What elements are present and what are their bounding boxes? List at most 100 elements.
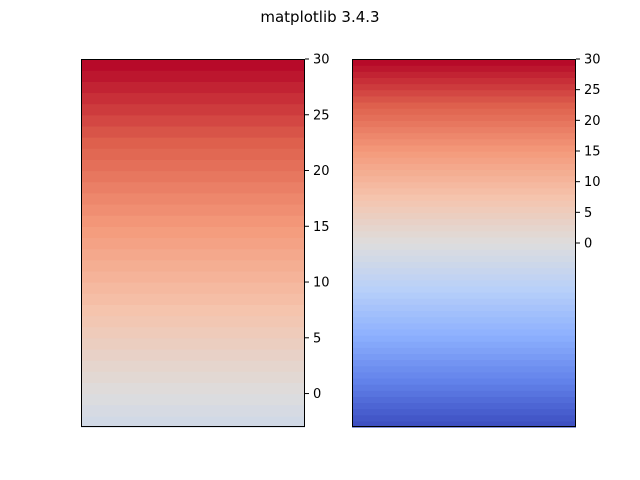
color-band bbox=[352, 218, 576, 226]
color-band bbox=[352, 230, 576, 238]
color-band bbox=[81, 70, 305, 82]
color-band bbox=[352, 108, 576, 115]
color-band bbox=[352, 249, 576, 256]
color-band bbox=[81, 315, 305, 328]
color-band bbox=[352, 390, 576, 397]
y-tick-label: 20 bbox=[584, 114, 601, 129]
color-band bbox=[81, 404, 305, 417]
color-band bbox=[352, 420, 576, 428]
color-band bbox=[352, 359, 576, 367]
color-band bbox=[352, 273, 576, 281]
color-band bbox=[352, 187, 576, 195]
color-band bbox=[352, 408, 576, 416]
y-tick-label: 0 bbox=[584, 237, 592, 252]
color-band bbox=[352, 316, 576, 324]
color-band bbox=[352, 377, 576, 385]
color-band bbox=[352, 396, 576, 404]
color-band bbox=[352, 236, 576, 244]
color-band bbox=[352, 335, 576, 342]
color-band bbox=[81, 215, 305, 227]
color-band bbox=[352, 200, 576, 207]
color-band bbox=[352, 384, 576, 391]
y-tick-label: 25 bbox=[584, 83, 601, 98]
color-band bbox=[352, 193, 576, 201]
color-band bbox=[81, 415, 305, 428]
color-band bbox=[352, 138, 576, 146]
color-band bbox=[352, 120, 576, 128]
color-band bbox=[352, 365, 576, 373]
color-band bbox=[352, 206, 576, 213]
color-band bbox=[81, 326, 305, 339]
color-band bbox=[352, 59, 576, 66]
color-band bbox=[352, 298, 576, 305]
y-tick-label: 30 bbox=[584, 53, 601, 68]
color-band bbox=[81, 348, 305, 361]
color-band bbox=[81, 159, 305, 172]
color-band bbox=[352, 347, 576, 354]
y-tick-label: 10 bbox=[313, 276, 330, 291]
color-band bbox=[352, 169, 576, 177]
color-band bbox=[352, 285, 576, 293]
color-band bbox=[352, 341, 576, 348]
color-band bbox=[81, 59, 305, 71]
color-band bbox=[352, 310, 576, 318]
color-band bbox=[352, 132, 576, 140]
y-tick-label: 25 bbox=[313, 108, 330, 123]
color-band bbox=[81, 259, 305, 272]
color-band bbox=[352, 89, 576, 97]
color-band bbox=[81, 248, 305, 261]
color-band bbox=[352, 144, 576, 152]
y-tick-label: 15 bbox=[313, 220, 330, 235]
figure-suptitle: matplotlib 3.4.3 bbox=[260, 8, 379, 26]
color-band bbox=[352, 402, 576, 410]
color-band bbox=[352, 243, 576, 250]
color-band bbox=[81, 282, 305, 294]
color-band bbox=[81, 371, 305, 383]
color-band bbox=[81, 304, 305, 317]
color-band bbox=[81, 293, 305, 305]
color-band bbox=[352, 414, 576, 422]
color-band bbox=[352, 157, 576, 164]
color-band bbox=[352, 322, 576, 330]
color-band bbox=[81, 382, 305, 395]
color-band bbox=[352, 181, 576, 189]
y-tick-label: 5 bbox=[313, 331, 321, 346]
color-band bbox=[352, 292, 576, 299]
color-band bbox=[81, 181, 305, 194]
color-band bbox=[352, 163, 576, 170]
color-band bbox=[81, 337, 305, 350]
y-tick-label: 5 bbox=[584, 206, 592, 221]
color-band bbox=[81, 203, 305, 216]
colorbar-frame bbox=[81, 59, 305, 427]
color-band bbox=[81, 360, 305, 372]
color-band bbox=[81, 226, 305, 239]
color-band bbox=[352, 126, 576, 134]
color-band bbox=[81, 114, 305, 127]
color-band bbox=[352, 261, 576, 269]
y-tick-label: 30 bbox=[313, 53, 330, 68]
colorbar-panel-left: 0 5 10 15 20 25 30 bbox=[81, 53, 330, 428]
color-band bbox=[81, 103, 305, 116]
color-band bbox=[352, 114, 576, 121]
color-band bbox=[352, 101, 576, 109]
color-band bbox=[352, 267, 576, 275]
color-band bbox=[81, 148, 305, 160]
color-band bbox=[81, 92, 305, 105]
color-band bbox=[352, 71, 576, 78]
color-band bbox=[352, 65, 576, 72]
color-band bbox=[352, 224, 576, 232]
color-band bbox=[81, 125, 305, 138]
color-band bbox=[352, 151, 576, 158]
y-tick-label: 15 bbox=[584, 145, 601, 160]
y-tick-label: 20 bbox=[313, 164, 330, 179]
color-band bbox=[81, 192, 305, 205]
color-band bbox=[81, 81, 305, 94]
color-band bbox=[81, 393, 305, 406]
color-band bbox=[352, 353, 576, 361]
color-band bbox=[352, 212, 576, 220]
y-tick-label: 10 bbox=[584, 175, 601, 190]
color-band bbox=[81, 237, 305, 250]
colorbar-frame bbox=[352, 59, 576, 427]
